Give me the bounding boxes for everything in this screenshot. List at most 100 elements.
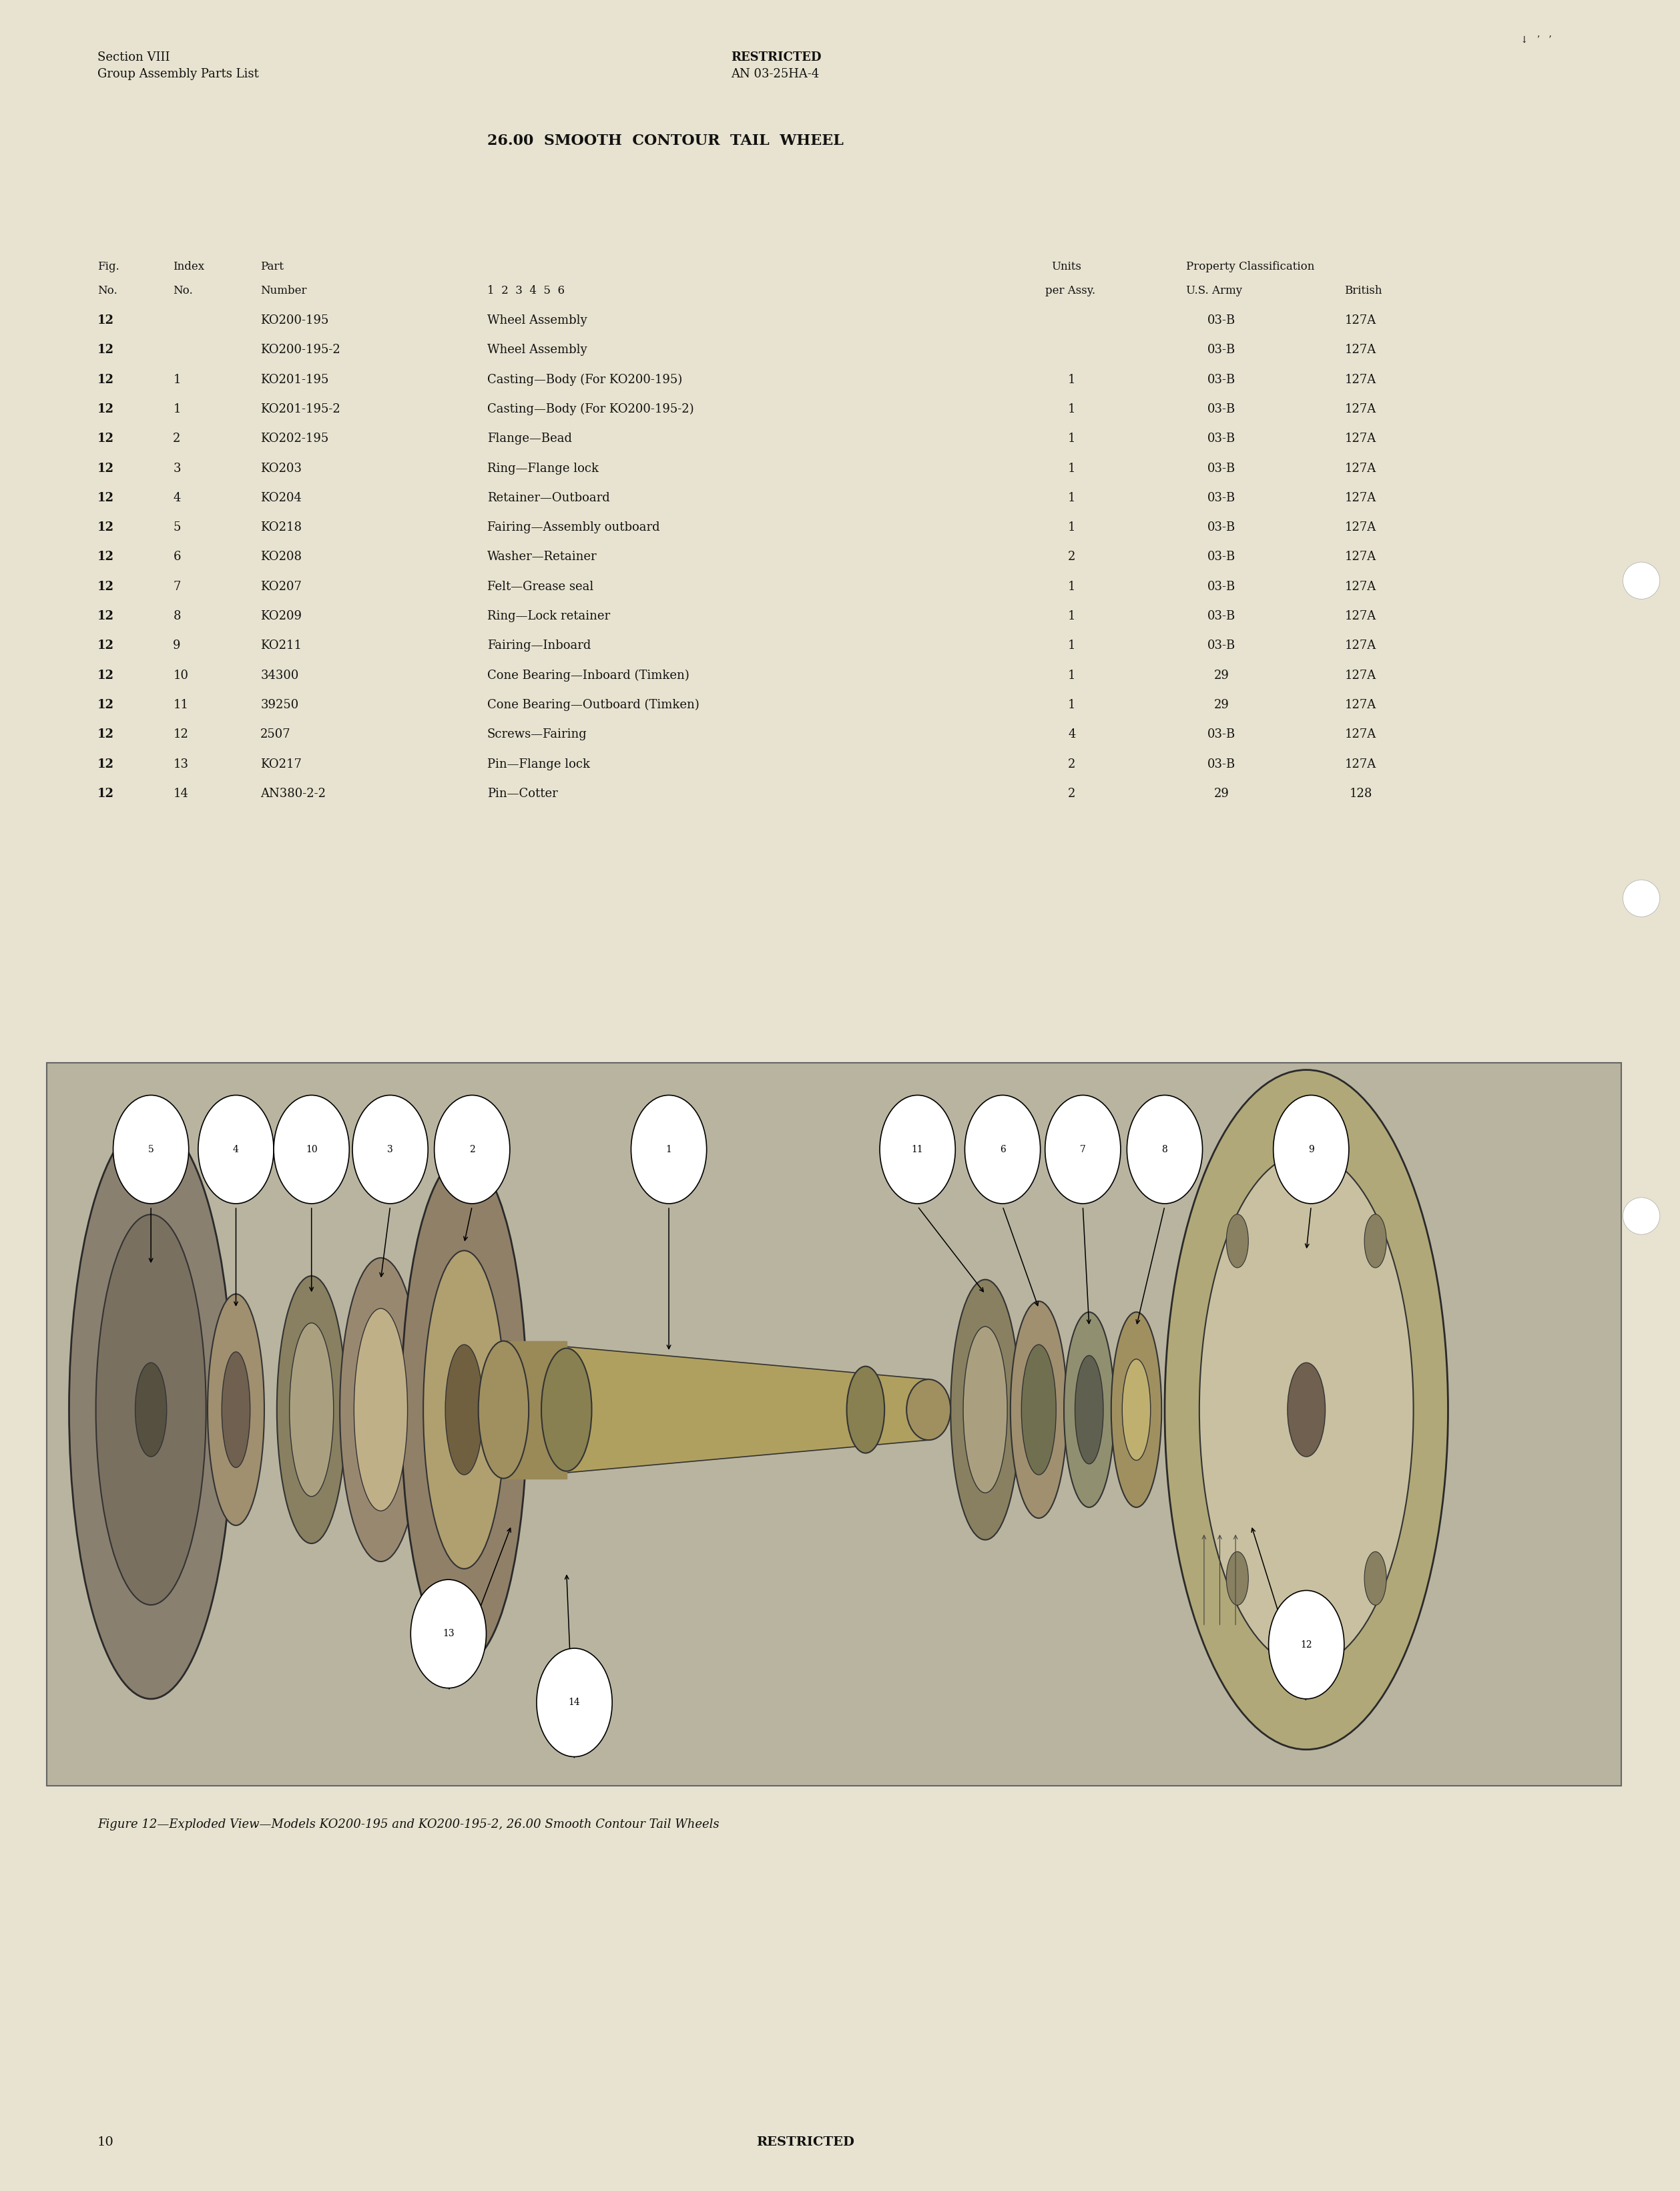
Text: KO203: KO203 <box>260 462 302 473</box>
Text: 127A: 127A <box>1346 668 1376 681</box>
Text: 12: 12 <box>97 727 114 741</box>
Ellipse shape <box>1287 1363 1326 1457</box>
Text: KO209: KO209 <box>260 609 302 622</box>
Text: KO218: KO218 <box>260 521 302 532</box>
Text: 10: 10 <box>306 1144 318 1155</box>
Text: 7: 7 <box>1080 1144 1085 1155</box>
Ellipse shape <box>1226 1214 1248 1269</box>
Text: 127A: 127A <box>1346 581 1376 592</box>
Text: 14: 14 <box>173 787 188 800</box>
Text: 6: 6 <box>173 550 181 563</box>
Text: 1: 1 <box>1068 699 1075 710</box>
Text: 12: 12 <box>97 434 114 445</box>
Text: 03-B: 03-B <box>1208 403 1235 414</box>
Text: 34300: 34300 <box>260 668 299 681</box>
Text: Section VIII: Section VIII <box>97 50 170 64</box>
Text: 6: 6 <box>1000 1144 1005 1155</box>
Text: Figure 12—Exploded View—Models KO200-195 and KO200-195-2, 26.00 Smooth Contour T: Figure 12—Exploded View—Models KO200-195… <box>97 1819 719 1829</box>
Ellipse shape <box>963 1326 1008 1492</box>
Text: 1: 1 <box>173 372 181 386</box>
Text: Flange—Bead: Flange—Bead <box>487 434 571 445</box>
Text: 14: 14 <box>568 1698 580 1707</box>
Text: 1: 1 <box>1068 581 1075 592</box>
Text: Cone Bearing—Inboard (Timken): Cone Bearing—Inboard (Timken) <box>487 668 689 681</box>
Text: 7: 7 <box>173 581 181 592</box>
Ellipse shape <box>339 1258 422 1562</box>
Text: Index: Index <box>173 261 205 272</box>
Text: 2: 2 <box>1068 550 1075 563</box>
Ellipse shape <box>951 1280 1020 1540</box>
Text: 1: 1 <box>1068 372 1075 386</box>
Ellipse shape <box>402 1157 528 1663</box>
Text: 10: 10 <box>173 668 188 681</box>
Text: Pin—Cotter: Pin—Cotter <box>487 787 558 800</box>
Polygon shape <box>504 1341 566 1479</box>
Text: 03-B: 03-B <box>1208 581 1235 592</box>
Text: Pin—Flange lock: Pin—Flange lock <box>487 758 590 769</box>
Text: Screws—Fairing: Screws—Fairing <box>487 727 586 741</box>
Ellipse shape <box>1122 1358 1151 1459</box>
Ellipse shape <box>222 1352 250 1468</box>
Ellipse shape <box>1623 563 1660 598</box>
Text: 127A: 127A <box>1346 403 1376 414</box>
Text: 1: 1 <box>1068 521 1075 532</box>
Text: KO207: KO207 <box>260 581 302 592</box>
Ellipse shape <box>847 1367 884 1453</box>
Text: AN380-2-2: AN380-2-2 <box>260 787 326 800</box>
Text: 8: 8 <box>173 609 181 622</box>
Text: Fairing—Inboard: Fairing—Inboard <box>487 640 591 651</box>
Text: 1: 1 <box>1068 491 1075 504</box>
Ellipse shape <box>1268 1591 1344 1698</box>
Text: AN 03-25HA-4: AN 03-25HA-4 <box>731 68 820 79</box>
Ellipse shape <box>277 1275 346 1542</box>
Ellipse shape <box>96 1214 207 1604</box>
Text: 12: 12 <box>97 699 114 710</box>
Text: 9: 9 <box>1309 1144 1314 1155</box>
Ellipse shape <box>198 1096 274 1203</box>
Text: 12: 12 <box>97 550 114 563</box>
Text: 127A: 127A <box>1346 521 1376 532</box>
Ellipse shape <box>208 1295 264 1525</box>
Text: 127A: 127A <box>1346 491 1376 504</box>
Text: Cone Bearing—Outboard (Timken): Cone Bearing—Outboard (Timken) <box>487 699 699 712</box>
Ellipse shape <box>1021 1345 1057 1475</box>
Text: Units: Units <box>1052 261 1082 272</box>
Text: ↓   ’   ’: ↓ ’ ’ <box>1520 35 1552 44</box>
Text: 12: 12 <box>97 609 114 622</box>
Ellipse shape <box>289 1323 334 1496</box>
Text: KO202-195: KO202-195 <box>260 434 329 445</box>
Text: 13: 13 <box>173 758 188 769</box>
Ellipse shape <box>907 1380 951 1439</box>
Ellipse shape <box>353 1096 428 1203</box>
Text: 12: 12 <box>1300 1641 1312 1650</box>
Text: 29: 29 <box>1213 699 1230 710</box>
Text: 26.00  SMOOTH  CONTOUR  TAIL  WHEEL: 26.00 SMOOTH CONTOUR TAIL WHEEL <box>487 134 843 149</box>
Text: 12: 12 <box>97 491 114 504</box>
Text: 12: 12 <box>97 344 114 355</box>
Text: 2: 2 <box>469 1144 475 1155</box>
Text: 03-B: 03-B <box>1208 727 1235 741</box>
Text: 12: 12 <box>97 313 114 326</box>
Ellipse shape <box>134 1363 166 1457</box>
Text: 127A: 127A <box>1346 462 1376 473</box>
Text: Casting—Body (For KO200-195): Casting—Body (For KO200-195) <box>487 372 682 386</box>
Text: 127A: 127A <box>1346 313 1376 326</box>
Text: 1: 1 <box>1068 403 1075 414</box>
Text: Washer—Retainer: Washer—Retainer <box>487 550 596 563</box>
Text: 3: 3 <box>173 462 181 473</box>
Text: 03-B: 03-B <box>1208 344 1235 355</box>
Ellipse shape <box>1164 1069 1448 1748</box>
Text: RESTRICTED: RESTRICTED <box>731 50 822 64</box>
Ellipse shape <box>410 1580 486 1687</box>
Text: Retainer—Outboard: Retainer—Outboard <box>487 491 610 504</box>
Text: Fig.: Fig. <box>97 261 119 272</box>
Text: 4: 4 <box>1068 727 1075 741</box>
Ellipse shape <box>435 1096 509 1203</box>
Text: 127A: 127A <box>1346 640 1376 651</box>
Text: 1: 1 <box>665 1144 672 1155</box>
Text: KO208: KO208 <box>260 550 302 563</box>
Ellipse shape <box>632 1096 707 1203</box>
Ellipse shape <box>113 1096 188 1203</box>
Ellipse shape <box>1623 881 1660 916</box>
Ellipse shape <box>541 1347 591 1470</box>
